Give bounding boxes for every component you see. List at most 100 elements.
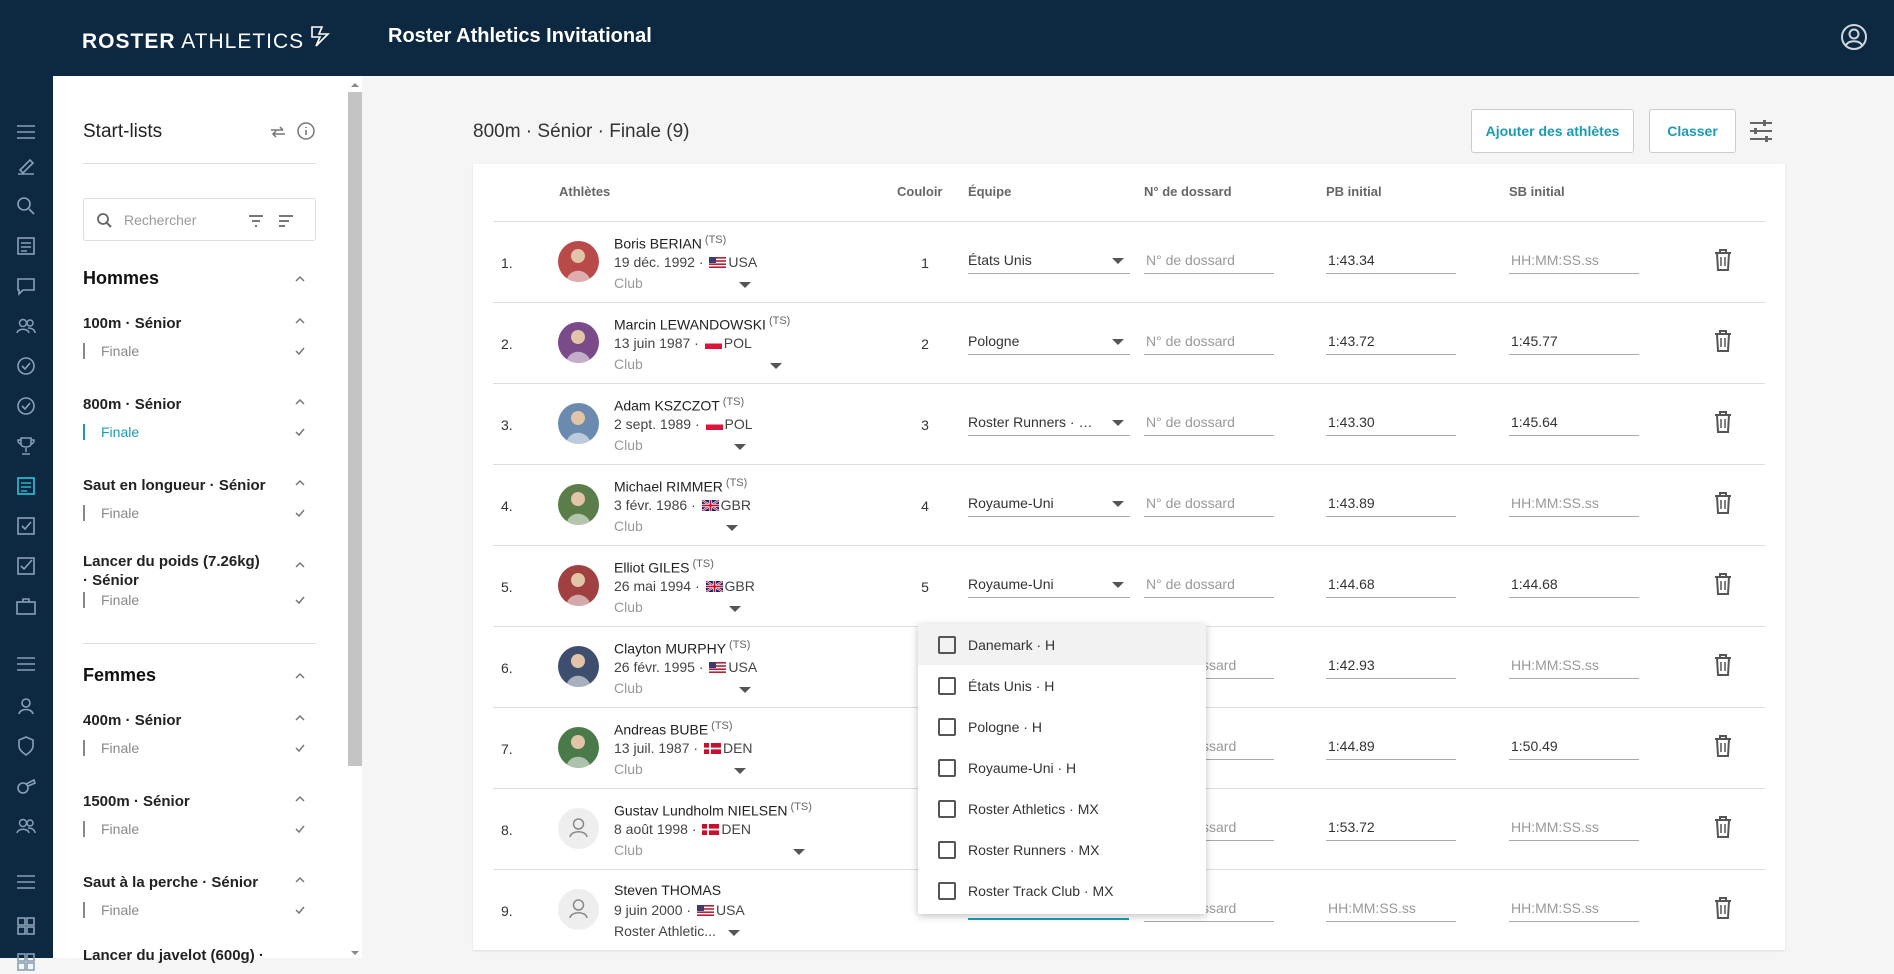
check-circle-icon[interactable] xyxy=(14,354,38,378)
rank-button[interactable]: Classer xyxy=(1649,109,1736,153)
athlete-name[interactable]: Boris BERIAN (TS) xyxy=(614,234,727,252)
team-option[interactable]: Danemark · H xyxy=(918,624,1206,665)
pb-input[interactable]: 1:53.72 xyxy=(1326,809,1456,841)
bib-input[interactable]: N° de dossard xyxy=(1144,404,1274,436)
trash-icon[interactable] xyxy=(1713,734,1733,758)
sidebar-round-item[interactable]: Finale xyxy=(83,505,139,521)
info-icon[interactable] xyxy=(296,121,316,141)
pb-input[interactable]: 1:43.34 xyxy=(1326,242,1456,274)
person-icon[interactable] xyxy=(14,694,38,718)
trash-icon[interactable] xyxy=(1713,572,1733,596)
sidebar-event[interactable]: Lancer du poids (7.26kg) · Sénior xyxy=(83,553,260,589)
trash-icon[interactable] xyxy=(1713,653,1733,677)
club-select[interactable]: Club xyxy=(614,842,643,858)
sidebar-round-active[interactable]: Finale xyxy=(83,424,139,440)
club-dropdown-icon[interactable] xyxy=(739,687,751,693)
lane-number[interactable]: 1 xyxy=(921,255,929,271)
search-icon[interactable] xyxy=(14,194,38,218)
checkbox[interactable] xyxy=(938,841,956,859)
shield-icon[interactable] xyxy=(14,734,38,758)
add-athletes-button[interactable]: Ajouter des athlètes xyxy=(1471,109,1634,153)
club-dropdown-icon[interactable] xyxy=(734,444,746,450)
chevron-down-icon[interactable] xyxy=(1112,501,1124,507)
checkbox[interactable] xyxy=(938,759,956,777)
trash-icon[interactable] xyxy=(1713,329,1733,353)
group-header[interactable]: Hommes xyxy=(83,268,160,288)
tune-settings-icon[interactable] xyxy=(1748,118,1774,144)
club-dropdown-icon[interactable] xyxy=(729,606,741,612)
club-select[interactable]: Club xyxy=(614,599,643,615)
sb-input[interactable]: 1:44.68 xyxy=(1509,566,1639,598)
briefcase-icon[interactable] xyxy=(14,594,38,618)
sb-input[interactable]: HH:MM:SS.ss xyxy=(1509,809,1639,841)
sidebar-round-item[interactable]: Finale xyxy=(83,740,139,756)
club-dropdown-icon[interactable] xyxy=(770,363,782,369)
club-select[interactable]: Club xyxy=(614,761,643,777)
account-icon[interactable] xyxy=(1840,23,1868,51)
sb-input[interactable]: 1:45.77 xyxy=(1509,323,1639,355)
sidebar-event[interactable]: Lancer du javelot (600g) · xyxy=(83,947,264,964)
sort-icon[interactable] xyxy=(277,213,295,229)
chevron-down-icon[interactable] xyxy=(1112,258,1124,264)
checkbox[interactable] xyxy=(938,677,956,695)
checkbox[interactable] xyxy=(938,718,956,736)
checkbox[interactable] xyxy=(938,800,956,818)
team-option[interactable]: Roster Runners · MX xyxy=(918,829,1206,870)
lane-number[interactable]: 2 xyxy=(921,336,929,352)
sidebar-event[interactable]: 100m · Sénior xyxy=(83,315,182,332)
pb-input[interactable]: HH:MM:SS.ss xyxy=(1326,890,1456,922)
team-select[interactable]: Pologne xyxy=(968,323,1130,355)
whistle-icon[interactable] xyxy=(14,774,38,798)
brand-logo[interactable]: ROSTER ATHLETICS xyxy=(82,24,334,54)
pb-input[interactable]: 1:43.72 xyxy=(1326,323,1456,355)
bib-input[interactable]: ssard xyxy=(1144,647,1274,679)
trash-icon[interactable] xyxy=(1713,410,1733,434)
chevron-up-icon[interactable] xyxy=(294,712,306,724)
sidebar-event[interactable]: 800m · Sénior xyxy=(83,396,182,413)
filter-icon[interactable] xyxy=(247,213,265,229)
bib-input[interactable]: ssard xyxy=(1144,809,1274,841)
scroll-up-icon[interactable] xyxy=(350,82,360,88)
sidebar-round-item[interactable]: Finale xyxy=(83,821,139,837)
swap-icon[interactable] xyxy=(268,122,288,142)
chevron-up-icon[interactable] xyxy=(294,559,306,571)
pb-input[interactable]: 1:44.68 xyxy=(1326,566,1456,598)
pb-input[interactable]: 1:42.93 xyxy=(1326,647,1456,679)
chevron-up-icon[interactable] xyxy=(294,396,306,408)
sidebar-event[interactable]: Saut en longueur · Sénior xyxy=(83,477,266,494)
club-dropdown-icon[interactable] xyxy=(739,282,751,288)
lane-number[interactable]: 5 xyxy=(921,579,929,595)
chevron-up-icon[interactable] xyxy=(294,273,306,285)
menu-icon[interactable] xyxy=(14,120,38,144)
club-select[interactable]: Roster Athletic... xyxy=(614,923,716,939)
sidebar-event[interactable]: Saut à la perche · Sénior xyxy=(83,874,259,891)
bib-input[interactable]: N° de dossard xyxy=(1144,566,1274,598)
chevron-down-icon[interactable] xyxy=(1112,339,1124,345)
chevron-up-icon[interactable] xyxy=(294,670,306,682)
club-select[interactable]: Club xyxy=(614,518,643,534)
trash-icon[interactable] xyxy=(1713,896,1733,920)
bib-input[interactable]: N° de dossard xyxy=(1144,485,1274,517)
trophy-icon[interactable] xyxy=(14,434,38,458)
checklist-icon[interactable] xyxy=(14,554,38,578)
bib-input[interactable]: ssard xyxy=(1144,890,1274,922)
sb-input[interactable]: 1:45.64 xyxy=(1509,404,1639,436)
club-dropdown-icon[interactable] xyxy=(726,525,738,531)
pb-input[interactable]: 1:43.30 xyxy=(1326,404,1456,436)
club-dropdown-icon[interactable] xyxy=(728,930,740,936)
scroll-down-icon[interactable] xyxy=(350,950,360,956)
team-option[interactable]: Roster Athletics · MX xyxy=(918,788,1206,829)
list-icon[interactable] xyxy=(14,234,38,258)
sidebar-round-item[interactable]: Finale xyxy=(83,592,139,608)
team-option[interactable]: États Unis · H xyxy=(918,665,1206,706)
club-select[interactable]: Club xyxy=(614,437,643,453)
chevron-down-icon[interactable] xyxy=(1112,420,1124,426)
sidebar-event[interactable]: 400m · Sénior xyxy=(83,712,182,729)
checkbox-icon[interactable] xyxy=(14,514,38,538)
bib-input[interactable]: N° de dossard xyxy=(1144,242,1274,274)
edit-icon[interactable] xyxy=(14,154,38,178)
athlete-name[interactable]: Gustav Lundholm NIELSEN (TS) xyxy=(614,801,812,819)
team-select[interactable]: Royaume-Uni xyxy=(968,566,1130,598)
bib-input[interactable]: ssard xyxy=(1144,728,1274,760)
team-select[interactable]: Roster Runners · Pol... xyxy=(968,404,1130,436)
